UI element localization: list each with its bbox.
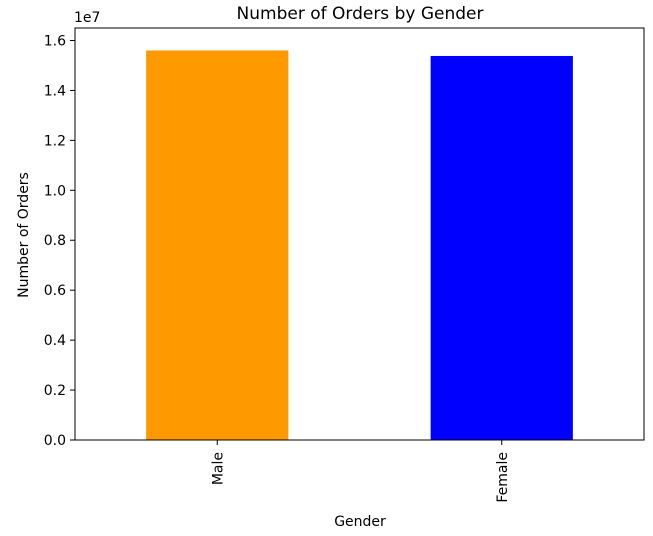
x-tick-label-male: Male bbox=[210, 452, 226, 485]
bar-female bbox=[430, 55, 573, 440]
x-tick-label-female: Female bbox=[495, 452, 511, 503]
y-tick-label: 0.2 bbox=[44, 383, 66, 399]
y-tick-label: 1.4 bbox=[44, 83, 66, 99]
bar-male bbox=[146, 50, 289, 441]
plot-area: Male Female 0.0 0.2 0.4 0.6 0.8 1.0 1.2 1.4 1.6 bbox=[44, 27, 645, 503]
y-axis-offset-label: 1e7 bbox=[74, 10, 100, 26]
y-tick-label: 1.2 bbox=[44, 133, 66, 149]
y-tick-label: 1.0 bbox=[44, 183, 66, 199]
y-tick-label: 0.6 bbox=[44, 283, 66, 299]
x-axis-label: Gender bbox=[334, 514, 386, 530]
y-tick-label: 1.6 bbox=[44, 33, 66, 49]
y-tick-label: 0.4 bbox=[44, 333, 66, 349]
chart-title: Number of Orders by Gender bbox=[237, 4, 484, 24]
y-axis-label: Number of Orders bbox=[16, 172, 32, 298]
axes-frame bbox=[74, 27, 645, 441]
y-tick-label: 0.8 bbox=[44, 233, 66, 249]
y-tick-label: 0.0 bbox=[44, 433, 66, 449]
